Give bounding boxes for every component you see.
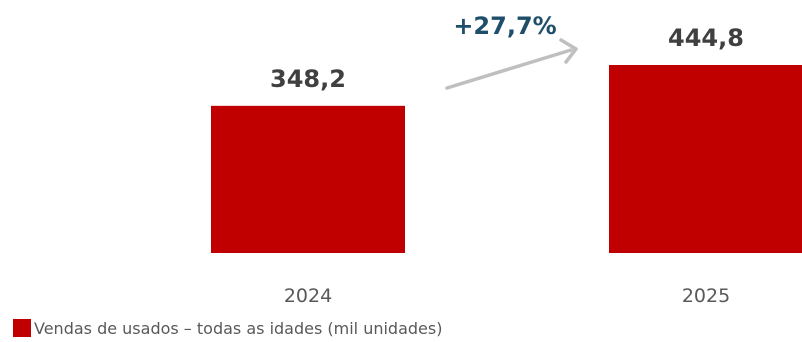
- growth-arrow: [445, 48, 573, 90]
- value-label-2024: 348,2: [270, 65, 346, 93]
- legend: Vendas de usados – todas as idades (mil …: [13, 318, 442, 338]
- x-axis-tick-labels: 2024 2025: [284, 285, 730, 307]
- bar-2024: [211, 105, 405, 254]
- bars: [211, 65, 802, 254]
- x-tick-label-2025: 2025: [682, 285, 730, 307]
- legend-swatch-icon: [13, 319, 31, 337]
- legend-label: Vendas de usados – todas as idades (mil …: [34, 318, 443, 338]
- value-labels: 348,2 444,8: [270, 24, 744, 93]
- value-label-2025: 444,8: [668, 24, 744, 52]
- growth-annotation: +27,7%: [445, 12, 578, 90]
- x-tick-label-2024: 2024: [284, 285, 332, 307]
- bar-2025: [609, 65, 802, 253]
- growth-arrow-head: [559, 38, 578, 64]
- growth-percentage-label: +27,7%: [453, 12, 556, 40]
